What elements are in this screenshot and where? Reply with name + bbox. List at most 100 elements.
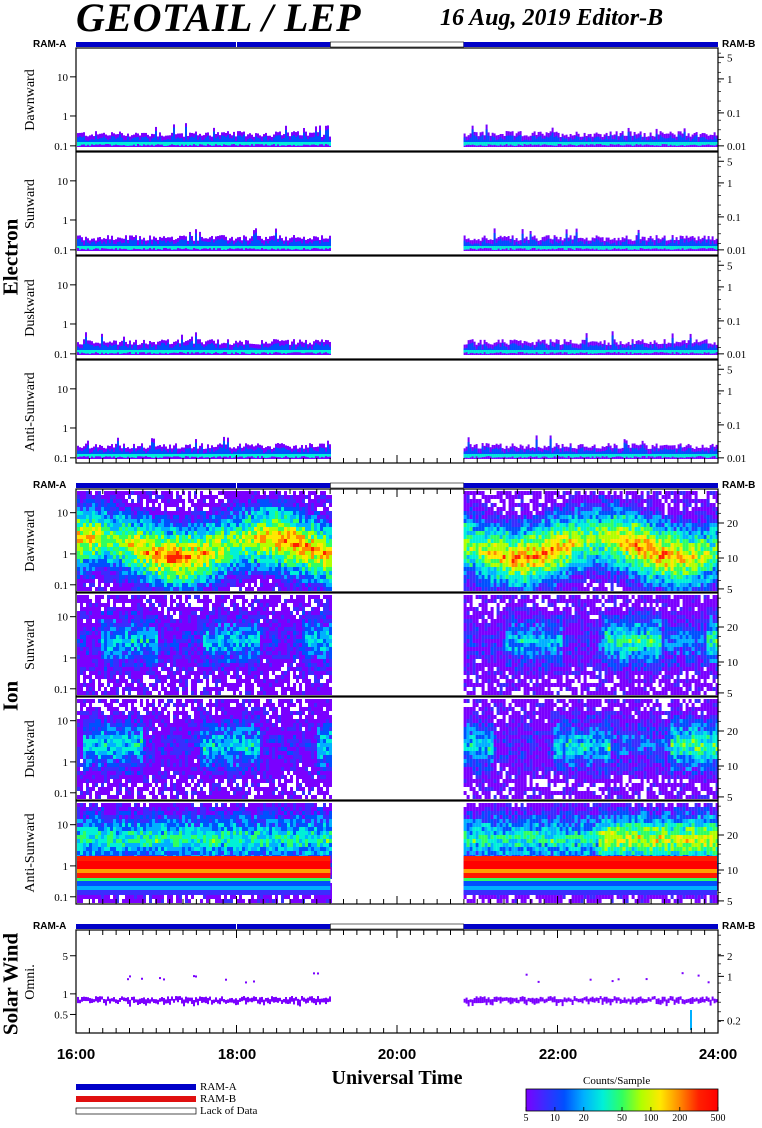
panel-label-electron-sunward: Sunward [23, 179, 39, 229]
ion-spectrogram-data [77, 699, 719, 799]
panel-label-solarwind-omni: Omni. [23, 964, 39, 999]
colorbar-tick-label: 10 [550, 1113, 560, 1124]
lack-of-data-bar [330, 483, 463, 488]
panel-label-electron-antisunward: Anti-Sunward [23, 372, 39, 451]
y-tick-label: 10 [57, 612, 69, 624]
panel-label-ion-dawnward: Dawnward [23, 510, 39, 571]
colorbar-tick-label: 50 [617, 1113, 627, 1124]
y2-tick-label: 1 [727, 386, 733, 398]
y-tick-label: 10 [57, 280, 69, 292]
ram-a-label-3: RAM-A [33, 921, 66, 932]
y-tick-label: 0.1 [54, 684, 68, 696]
colorbar-tick-label: 20 [579, 1113, 589, 1124]
y-tick-label: 0.1 [54, 349, 68, 361]
ram-b-label-3: RAM-B [722, 921, 755, 932]
y2-tick-label: 5 [727, 792, 733, 804]
panel-label-electron-duskward: Duskward [23, 279, 39, 337]
y2-tick-label: 5 [727, 52, 733, 64]
colorbar-tick-label: 500 [711, 1113, 726, 1124]
legend-swatch-ram-a [76, 1084, 196, 1090]
legend [76, 1084, 196, 1114]
y-tick-label: 1 [63, 111, 69, 123]
y-tick-label: 1 [63, 319, 69, 331]
y-tick-label: 0.1 [54, 580, 68, 592]
ram-a-bar [76, 483, 330, 488]
panel-frame [76, 360, 718, 463]
y2-tick-label: 5 [727, 688, 733, 700]
colorbar-tick-label: 200 [672, 1113, 687, 1124]
y2-tick-label: 5 [727, 364, 733, 376]
y2-tick-label: 0.1 [727, 316, 741, 328]
y2-tick-label: 20 [727, 830, 739, 842]
y2-tick-label: 0.01 [727, 245, 746, 257]
electron-spectrogram-data [77, 123, 718, 147]
y-tick-label: 1 [63, 989, 69, 1001]
x-tick-label: 16:00 [57, 1046, 95, 1063]
y-tick-label: 5 [63, 951, 69, 963]
panel-frame [76, 930, 718, 1033]
y-tick-label: 10 [57, 716, 69, 728]
ion-antisunward-red-band [77, 856, 717, 895]
y2-tick-label: 10 [727, 865, 739, 877]
ram-bar-ion [76, 483, 718, 488]
y-tick-label: 1 [63, 423, 69, 435]
y-tick-label: 1 [63, 549, 69, 561]
x-tick-label: 24:00 [699, 1046, 737, 1063]
ram-a-bar [464, 42, 718, 47]
y2-tick-label: 5 [727, 896, 733, 908]
ram-bar-solar-wind [76, 924, 718, 929]
panel-label-electron-dawnward: Dawnward [23, 69, 39, 130]
group-label-electron: Electron [0, 219, 24, 296]
solar-wind-data [77, 972, 718, 1030]
y-tick-label: 1 [63, 653, 69, 665]
page-title: GEOTAIL / LEP [76, 0, 361, 41]
y2-tick-label: 2 [727, 951, 733, 963]
y-tick-label: 0.1 [54, 453, 68, 465]
y2-tick-label: 10 [727, 553, 739, 565]
x-tick-label: 22:00 [539, 1046, 577, 1063]
y2-tick-label: 0.01 [727, 349, 746, 361]
lack-of-data-bar [330, 924, 463, 929]
ram-b-label-2: RAM-B [722, 480, 755, 491]
y-tick-label: 1 [63, 861, 69, 873]
y2-tick-label: 5 [727, 260, 733, 272]
y-tick-label: 10 [57, 72, 69, 84]
y2-tick-label: 0.2 [727, 1016, 741, 1028]
colorbar: 5 10 20 50 100 200 500 [524, 1089, 726, 1124]
panel-frame [76, 256, 718, 359]
y-tick-label: 10 [57, 508, 69, 520]
lack-of-data-bar [330, 42, 463, 47]
y-tick-label: 0.1 [54, 892, 68, 904]
y2-tick-label: 20 [727, 622, 739, 634]
ion-spectrogram-data [77, 491, 719, 591]
ram-a-label-1: RAM-A [33, 39, 66, 50]
ram-a-label-2: RAM-A [33, 480, 66, 491]
y2-tick-label: 10 [727, 761, 739, 773]
y2-tick-label: 5 [727, 584, 733, 596]
panel-label-ion-antisunward: Anti-Sunward [23, 813, 39, 892]
ram-a-bar [76, 924, 330, 929]
y2-tick-label: 0.1 [727, 108, 741, 120]
panel-label-ion-duskward: Duskward [23, 720, 39, 778]
y-tick-label: 0.1 [54, 788, 68, 800]
y2-tick-label: 20 [727, 726, 739, 738]
y-tick-label: 10 [57, 820, 69, 832]
ram-a-bar [464, 924, 718, 929]
date-editor-label: 16 Aug, 2019 Editor-B [440, 5, 663, 32]
y2-tick-label: 1 [727, 74, 733, 86]
y-tick-label: 0.1 [54, 141, 68, 153]
y-tick-label: 0.1 [54, 245, 68, 257]
colorbar-title: Counts/Sample [583, 1075, 650, 1087]
electron-spectrogram-data [77, 228, 718, 251]
y2-tick-label: 0.1 [727, 212, 741, 224]
legend-swatch-ram-b [76, 1096, 196, 1102]
x-tick-label: 20:00 [378, 1046, 416, 1063]
y-tick-label: 10 [57, 384, 69, 396]
ram-a-bar [464, 483, 718, 488]
group-label-ion: Ion [0, 681, 24, 711]
y2-tick-label: 0.01 [727, 453, 746, 465]
group-label-solar-wind: Solar Wind [0, 933, 24, 1035]
ram-b-label-1: RAM-B [722, 39, 755, 50]
